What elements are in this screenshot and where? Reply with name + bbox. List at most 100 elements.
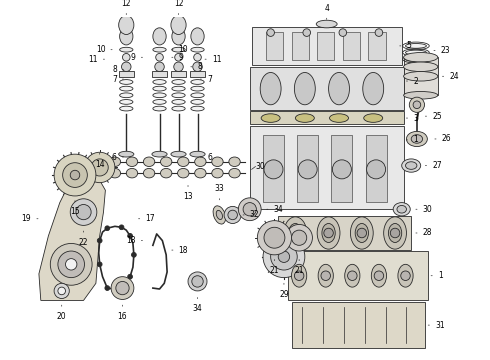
- Ellipse shape: [144, 157, 155, 167]
- Circle shape: [292, 230, 307, 245]
- Ellipse shape: [406, 44, 426, 48]
- Circle shape: [321, 271, 330, 280]
- Circle shape: [238, 198, 261, 221]
- Text: 11: 11: [205, 55, 221, 64]
- Text: 33: 33: [215, 184, 224, 200]
- Text: 18: 18: [172, 246, 188, 255]
- Circle shape: [116, 282, 129, 295]
- Circle shape: [76, 204, 91, 220]
- Circle shape: [374, 271, 384, 280]
- Circle shape: [58, 251, 84, 278]
- Ellipse shape: [191, 100, 204, 104]
- Circle shape: [298, 160, 317, 179]
- Text: 7: 7: [112, 75, 123, 84]
- Text: 26: 26: [435, 135, 451, 144]
- Ellipse shape: [171, 15, 186, 35]
- Ellipse shape: [322, 224, 335, 243]
- Circle shape: [91, 159, 108, 176]
- Ellipse shape: [212, 168, 223, 178]
- Ellipse shape: [213, 206, 225, 224]
- Circle shape: [156, 54, 163, 61]
- Circle shape: [194, 54, 201, 61]
- Text: 4: 4: [324, 4, 329, 19]
- Text: 34: 34: [193, 297, 202, 313]
- Circle shape: [347, 271, 357, 280]
- Ellipse shape: [153, 28, 166, 45]
- Ellipse shape: [393, 203, 410, 216]
- Ellipse shape: [172, 47, 185, 52]
- Ellipse shape: [172, 106, 185, 111]
- Circle shape: [263, 236, 305, 278]
- Bar: [293, 302, 425, 348]
- Text: 9: 9: [131, 53, 143, 62]
- Bar: [297, 135, 318, 202]
- Circle shape: [174, 62, 183, 72]
- Ellipse shape: [404, 53, 438, 62]
- Ellipse shape: [317, 217, 340, 249]
- Circle shape: [119, 285, 124, 289]
- Circle shape: [128, 274, 132, 279]
- Circle shape: [98, 238, 102, 243]
- Ellipse shape: [216, 210, 222, 220]
- Bar: [119, 71, 134, 77]
- Circle shape: [324, 228, 333, 238]
- Text: 10: 10: [96, 45, 112, 54]
- Ellipse shape: [294, 72, 315, 105]
- Ellipse shape: [406, 57, 426, 62]
- Text: 5: 5: [400, 41, 411, 50]
- Ellipse shape: [120, 106, 133, 111]
- Text: 30: 30: [255, 162, 265, 171]
- Ellipse shape: [292, 264, 307, 287]
- Bar: [343, 32, 360, 60]
- Ellipse shape: [330, 114, 348, 122]
- Text: 3: 3: [406, 113, 418, 122]
- Text: 2: 2: [406, 77, 418, 86]
- Bar: [404, 57, 438, 95]
- Ellipse shape: [153, 80, 166, 84]
- Circle shape: [111, 277, 134, 300]
- Ellipse shape: [345, 264, 360, 287]
- Ellipse shape: [295, 114, 314, 122]
- Circle shape: [70, 170, 80, 180]
- Ellipse shape: [191, 86, 204, 91]
- Text: 16: 16: [118, 305, 127, 321]
- Circle shape: [264, 227, 285, 248]
- Bar: [366, 135, 387, 202]
- Ellipse shape: [144, 168, 155, 178]
- Text: 7: 7: [200, 75, 212, 84]
- Bar: [292, 32, 309, 60]
- Circle shape: [105, 226, 110, 231]
- Ellipse shape: [153, 47, 166, 52]
- Text: 22: 22: [79, 231, 88, 247]
- Ellipse shape: [120, 47, 133, 52]
- Ellipse shape: [355, 224, 368, 243]
- Ellipse shape: [229, 168, 240, 178]
- Ellipse shape: [126, 168, 138, 178]
- Circle shape: [286, 224, 313, 251]
- Circle shape: [357, 228, 367, 238]
- Text: 15: 15: [70, 201, 80, 216]
- Circle shape: [339, 29, 346, 36]
- Circle shape: [155, 62, 164, 72]
- Text: 1: 1: [431, 271, 442, 280]
- Ellipse shape: [329, 72, 349, 105]
- Circle shape: [228, 210, 237, 220]
- Circle shape: [58, 287, 66, 295]
- Ellipse shape: [109, 168, 121, 178]
- Ellipse shape: [120, 28, 133, 45]
- Ellipse shape: [212, 157, 223, 167]
- Text: 8: 8: [112, 65, 123, 74]
- Circle shape: [332, 160, 351, 179]
- Bar: [250, 126, 404, 209]
- Ellipse shape: [261, 114, 280, 122]
- Bar: [317, 32, 334, 60]
- Text: 13: 13: [183, 185, 193, 201]
- Text: 18: 18: [126, 236, 143, 245]
- Text: 29: 29: [279, 283, 289, 299]
- Circle shape: [84, 152, 115, 183]
- Circle shape: [128, 234, 132, 238]
- Ellipse shape: [397, 206, 407, 213]
- Ellipse shape: [195, 157, 206, 167]
- Circle shape: [278, 251, 290, 262]
- Circle shape: [98, 262, 102, 267]
